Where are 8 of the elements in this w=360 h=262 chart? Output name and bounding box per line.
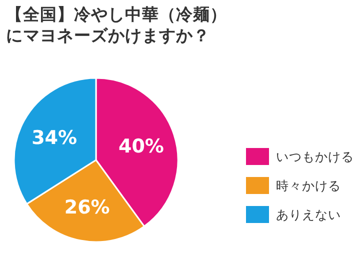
data-label: 26%: [64, 196, 110, 219]
legend-label: いつもかける: [276, 149, 354, 164]
title: 【全国】冷やし中華（冷麺）にマヨネーズかけますか？: [6, 4, 228, 46]
legend-label: ありえない: [276, 207, 341, 222]
data-label: 34%: [32, 127, 78, 150]
data-label: 40%: [118, 135, 164, 158]
legend-label: 時々かける: [276, 178, 341, 193]
pie: 40% 26% 34%: [13, 77, 179, 243]
